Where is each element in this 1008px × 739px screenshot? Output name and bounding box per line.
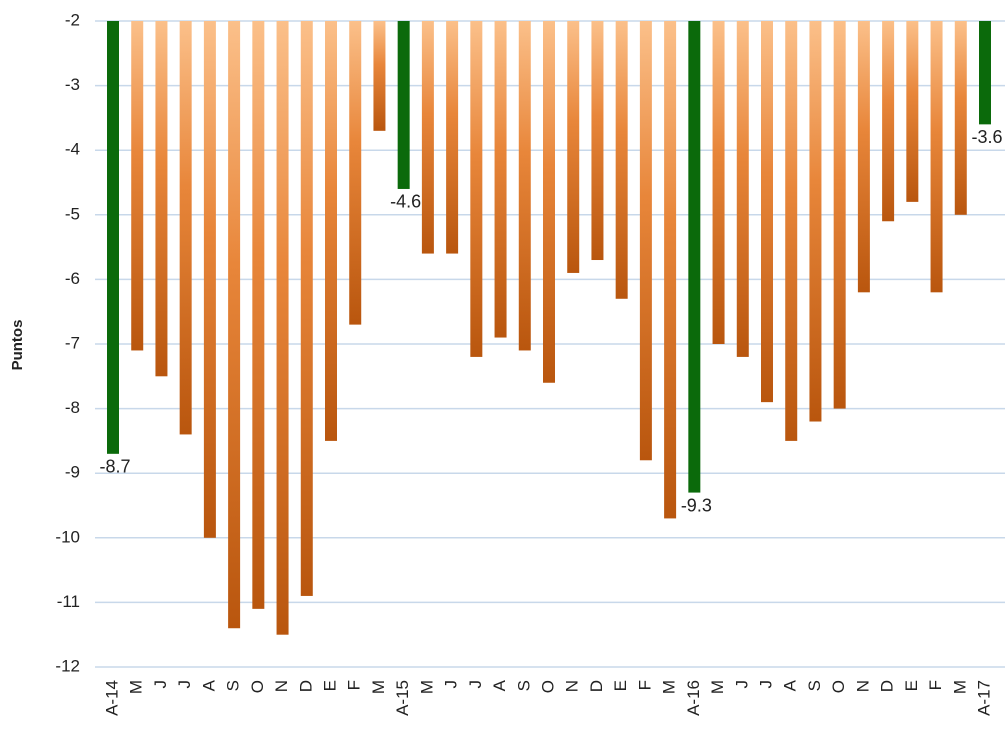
bar <box>131 21 144 351</box>
bar <box>761 21 773 403</box>
bar <box>494 21 507 338</box>
bar <box>930 21 943 293</box>
y-tick-label: -3 <box>65 75 80 94</box>
y-tick-label: -9 <box>65 463 80 482</box>
bar <box>155 21 168 377</box>
x-tick-label: A <box>199 679 218 691</box>
bar <box>446 21 459 254</box>
x-tick-label: D <box>878 680 897 692</box>
bar <box>518 21 531 351</box>
x-tick-label: M <box>660 680 679 694</box>
x-tick-label: A-15 <box>393 680 412 716</box>
x-tick-label: J <box>442 680 461 689</box>
x-tick-label: O <box>538 680 557 693</box>
x-tick-label: F <box>926 680 945 690</box>
x-tick-label: E <box>611 680 630 691</box>
bar <box>421 21 434 254</box>
bar <box>785 21 798 441</box>
x-tick-label: J <box>466 680 485 689</box>
x-tick-label: A-16 <box>684 680 703 716</box>
x-tick-label: E <box>902 680 921 691</box>
bar <box>639 21 652 461</box>
y-tick-label: -10 <box>55 527 80 546</box>
x-tick-label: N <box>853 680 872 692</box>
bar <box>397 21 410 189</box>
bar <box>906 21 919 202</box>
x-tick-label: M <box>708 680 727 694</box>
bar <box>736 21 749 357</box>
bar <box>615 21 628 299</box>
x-tick-label: J <box>151 680 170 689</box>
x-tick-label: M <box>417 680 436 694</box>
data-label: -4.6 <box>390 192 421 212</box>
y-tick-label: -4 <box>65 140 80 159</box>
y-tick-label: -12 <box>55 656 80 675</box>
x-tick-label: N <box>563 680 582 692</box>
y-tick-label: -6 <box>65 269 80 288</box>
x-tick-label: N <box>272 680 291 692</box>
x-tick-label: F <box>345 680 364 690</box>
bar <box>833 21 846 409</box>
x-tick-label: S <box>224 680 243 691</box>
x-tick-label: D <box>296 680 315 692</box>
data-label: -3.6 <box>971 127 1002 147</box>
x-tick-label: F <box>635 680 654 690</box>
x-tick-label: J <box>175 680 194 689</box>
x-tick-label: M <box>950 680 969 694</box>
bar <box>349 21 362 325</box>
data-label: -8.7 <box>99 457 130 477</box>
x-tick-label: J <box>732 680 751 689</box>
x-tick-label: O <box>829 680 848 693</box>
bar <box>325 21 337 441</box>
y-axis-label: Puntos <box>9 320 26 371</box>
bar <box>300 21 313 596</box>
bar <box>857 21 870 293</box>
x-tick-label: A <box>490 679 509 691</box>
y-tick-label: -7 <box>65 333 80 352</box>
x-tick-label: A <box>781 679 800 691</box>
data-label: -9.3 <box>681 495 712 515</box>
x-tick-label: A-14 <box>102 680 121 716</box>
bar <box>712 21 725 344</box>
y-tick-label: -2 <box>65 10 80 29</box>
bar <box>567 21 580 273</box>
x-tick-label: M <box>369 680 388 694</box>
bar <box>979 21 991 125</box>
y-tick-label: -11 <box>57 592 80 611</box>
x-tick-label: J <box>756 680 775 689</box>
x-tick-label: A-17 <box>974 680 993 716</box>
x-tick-label: E <box>320 680 339 691</box>
bar <box>252 21 265 609</box>
bar <box>228 21 241 629</box>
bar <box>664 21 677 519</box>
bar <box>954 21 967 215</box>
bar <box>179 21 192 435</box>
y-tick-label: -8 <box>65 398 80 417</box>
bar <box>107 21 119 454</box>
x-tick-label: D <box>587 680 606 692</box>
bar <box>591 21 604 261</box>
bar <box>276 21 289 635</box>
bar <box>543 21 555 383</box>
bar <box>470 21 483 357</box>
x-tick-label: O <box>248 680 267 693</box>
y-tick-label: -5 <box>65 204 80 223</box>
x-tick-label: S <box>514 680 533 691</box>
bar <box>688 21 701 493</box>
bar <box>809 21 822 422</box>
x-tick-label: S <box>805 680 824 691</box>
bar <box>373 21 386 131</box>
bar <box>203 21 216 538</box>
bar <box>882 21 895 222</box>
x-tick-label: M <box>127 680 146 694</box>
